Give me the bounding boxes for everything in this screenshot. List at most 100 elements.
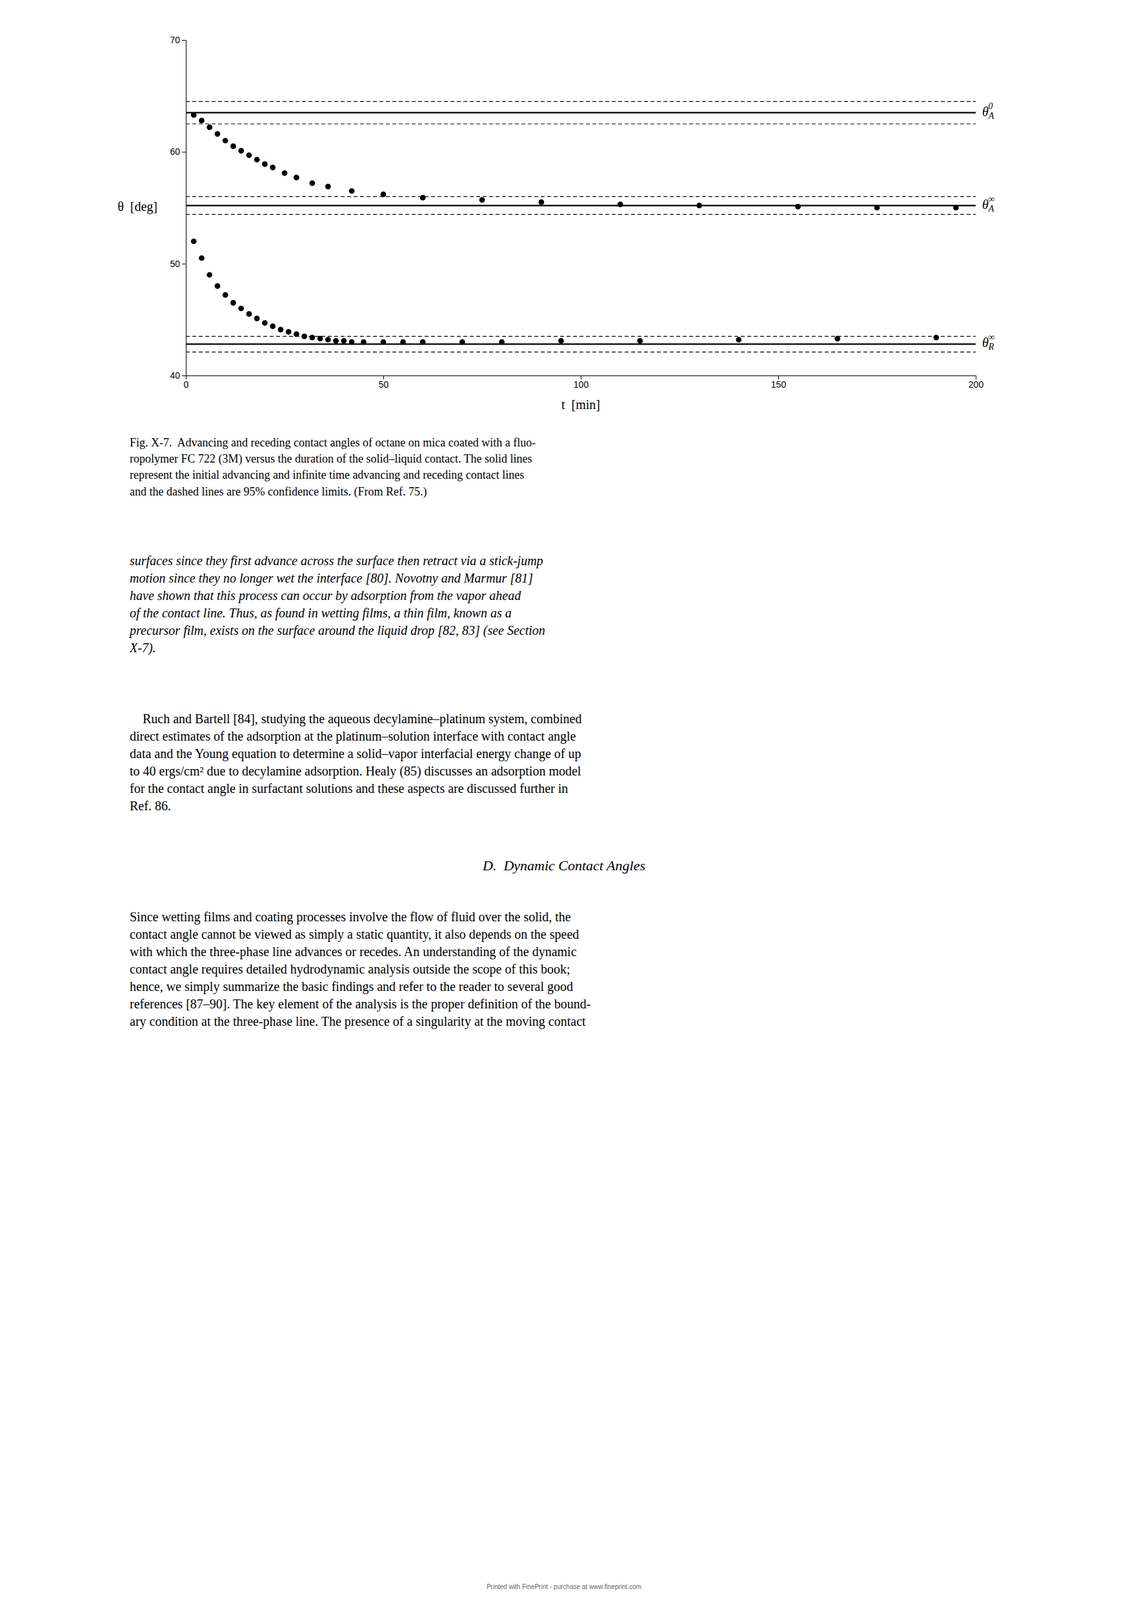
x-tick-label: 50 xyxy=(378,379,390,390)
point xyxy=(254,315,261,322)
point xyxy=(360,339,367,346)
point xyxy=(269,164,276,171)
point xyxy=(558,338,564,344)
text-line: Fig. X-7. Advancing and receding contact… xyxy=(129,436,536,450)
x-tick: 150 xyxy=(771,375,787,390)
point xyxy=(206,272,213,279)
y-tick-mark xyxy=(181,151,186,153)
text-line: references [87–90]. The key element of t… xyxy=(129,997,591,1012)
reference-line xyxy=(185,204,976,206)
confidence-line xyxy=(185,351,976,353)
point xyxy=(238,147,244,154)
point xyxy=(254,156,261,163)
point xyxy=(696,202,703,209)
label-subscript: R xyxy=(987,342,995,353)
point xyxy=(309,334,315,341)
point xyxy=(191,112,197,119)
point xyxy=(349,188,355,195)
point xyxy=(293,331,300,337)
point xyxy=(340,338,347,344)
point xyxy=(206,124,213,131)
reference-line xyxy=(185,112,976,114)
y-tick: 70 xyxy=(169,34,186,46)
text-line: to 40 ergs/cm² due to decylamine adsorpt… xyxy=(129,764,582,779)
confidence-line xyxy=(185,214,976,215)
point xyxy=(795,203,801,210)
confidence-line xyxy=(185,196,976,197)
reference-line xyxy=(185,343,976,345)
text-line: and the dashed lines are 95% confidence … xyxy=(129,485,427,499)
point xyxy=(278,327,284,333)
x-tick-label: 150 xyxy=(771,379,787,390)
text-block: Since wetting films and coating processe… xyxy=(129,909,591,1030)
text-line: data and the Young equation to determine… xyxy=(129,746,581,762)
text-line: precursor film, exists on the surface ar… xyxy=(128,623,546,639)
label-superscript: ∞ xyxy=(987,332,995,343)
x-tick-label: 0 xyxy=(183,379,190,390)
x-tick: 50 xyxy=(378,375,390,390)
text-line: motion since they no longer wet the inte… xyxy=(129,571,534,586)
text-block: Ruch and Bartell [84], studying the aque… xyxy=(129,711,582,814)
y-tick-mark xyxy=(181,263,186,265)
point xyxy=(834,335,841,342)
text-line: surfaces since they first advance across… xyxy=(129,553,544,569)
text-line: Since wetting films and coating processe… xyxy=(129,909,572,925)
point xyxy=(246,152,253,159)
label-superscript: ∞ xyxy=(987,194,995,204)
text-line: contact angle requires detailed hydrodyn… xyxy=(129,962,571,977)
text-block: surfaces since they first advance across… xyxy=(128,553,546,656)
point xyxy=(538,199,544,206)
x-tick: 200 xyxy=(968,375,985,390)
point xyxy=(400,339,406,346)
text-line: hence, we simply summarize the basic fin… xyxy=(129,979,574,995)
reference-label: θA∞ xyxy=(982,194,995,214)
y-tick-label: 50 xyxy=(169,258,181,270)
point xyxy=(293,174,300,181)
text-line: with which the three-phase line advances… xyxy=(129,944,577,960)
point xyxy=(285,329,292,335)
label-superscript: 0 xyxy=(987,101,993,111)
y-tick-mark xyxy=(181,375,186,377)
point xyxy=(380,191,387,198)
y-axis-title: θ [deg] xyxy=(117,199,158,215)
text-line: of the contact line. Thus, as found in w… xyxy=(129,605,512,621)
text-line: Ruch and Bartell [84], studying the aque… xyxy=(129,711,582,727)
y-tick-label: 40 xyxy=(169,370,181,381)
text-line: ropolymer FC 722 (3M) versus the duratio… xyxy=(129,452,533,466)
point xyxy=(420,194,426,201)
plot-area xyxy=(185,101,976,352)
point xyxy=(420,339,426,346)
point xyxy=(198,117,205,124)
text-line: ary condition at the three-phase line. T… xyxy=(129,1014,586,1030)
point xyxy=(735,336,742,343)
point xyxy=(332,338,339,344)
watermark: Printed with FinePrint - purchase at www… xyxy=(486,1583,642,1591)
text-line: Ref. 86. xyxy=(129,798,172,814)
reference-label: θA0 xyxy=(982,101,995,121)
point xyxy=(874,205,881,212)
point xyxy=(230,300,237,306)
point xyxy=(349,339,355,346)
point xyxy=(953,205,959,212)
point xyxy=(301,333,308,340)
point xyxy=(198,255,205,262)
y-tick: 60 xyxy=(169,146,186,157)
y-tick-label: 60 xyxy=(169,146,181,157)
point xyxy=(191,238,197,245)
point xyxy=(246,311,253,317)
label-subscript: A xyxy=(987,110,995,121)
series xyxy=(191,238,939,346)
caption: Fig. X-7. Advancing and receding contact… xyxy=(129,436,536,499)
text-line: X-7). xyxy=(129,640,157,656)
point xyxy=(214,283,221,290)
point xyxy=(933,334,939,341)
point xyxy=(617,201,624,208)
point xyxy=(325,183,332,190)
page: 05010015020040506070t [min]θ [deg]θA0θA∞… xyxy=(0,0,1128,1600)
point xyxy=(309,180,315,186)
y-tick: 40 xyxy=(169,370,186,381)
series xyxy=(191,112,959,212)
point xyxy=(636,338,643,344)
point xyxy=(222,292,229,299)
text-line: for the contact angle in surfactant solu… xyxy=(129,781,568,797)
